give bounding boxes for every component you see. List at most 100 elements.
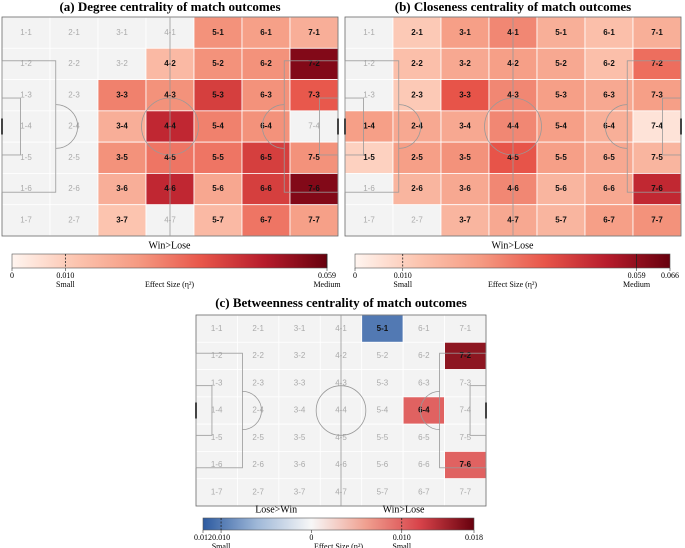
- cell-label: 2-2: [68, 59, 80, 68]
- cell: [49, 204, 99, 237]
- cell-label: 2-3: [68, 90, 80, 99]
- cell: [237, 396, 280, 425]
- cell: [392, 16, 442, 49]
- cell: [361, 341, 404, 370]
- cell-label: 6-2: [603, 59, 615, 68]
- effect-threshold-label: Small: [392, 542, 411, 548]
- cell: [584, 141, 634, 174]
- cell-label: 3-4: [459, 122, 471, 131]
- cell: [193, 79, 243, 112]
- cell-label: 2-7: [252, 487, 264, 496]
- cell: [1, 16, 51, 49]
- cell: [392, 79, 442, 112]
- cell: [440, 204, 490, 237]
- cell: [97, 110, 147, 143]
- cell-label: 1-5: [363, 153, 375, 162]
- cell-label: 3-6: [294, 460, 306, 469]
- cell-label: 6-2: [418, 351, 430, 360]
- cell-label: 7-2: [308, 59, 320, 68]
- cell-label: 1-4: [20, 122, 32, 131]
- cell-label: 6-5: [418, 433, 430, 442]
- cell: [193, 173, 243, 206]
- cell-label: 6-4: [260, 122, 272, 131]
- cell-label: 7-1: [460, 324, 472, 333]
- cell-label: 2-1: [411, 28, 423, 37]
- cell: [344, 110, 394, 143]
- cell: [1, 47, 51, 80]
- cell-label: 2-5: [411, 153, 423, 162]
- cell-label: 7-5: [651, 153, 663, 162]
- penalty-arc: [55, 104, 79, 149]
- cell: [195, 423, 238, 452]
- cell: [361, 451, 404, 480]
- cell-label: 2-6: [252, 460, 264, 469]
- cell-label: 6-1: [603, 28, 615, 37]
- cell: [195, 314, 238, 343]
- cell: [444, 369, 487, 398]
- cell-label: 3-7: [459, 215, 471, 224]
- cell: [440, 16, 490, 49]
- cell-label: 7-7: [460, 487, 472, 496]
- cell: [632, 141, 682, 174]
- cell-label: 1-6: [20, 184, 32, 193]
- cell: [289, 110, 339, 143]
- cell-label: 2-5: [68, 153, 80, 162]
- cell: [193, 110, 243, 143]
- goal: [680, 118, 682, 135]
- cell-label: 2-5: [252, 433, 264, 442]
- cell-label: 3-3: [116, 90, 128, 99]
- cell-label: 2-1: [68, 28, 80, 37]
- cell-label: 5-7: [377, 487, 389, 496]
- cell: [97, 47, 147, 80]
- cell-label: 1-1: [363, 28, 375, 37]
- colorbar-tick-label: 0.010: [212, 533, 230, 542]
- goal: [344, 118, 346, 135]
- cell: [361, 396, 404, 425]
- cell: [402, 369, 445, 398]
- cell: [344, 16, 394, 49]
- cell-label: 6-5: [260, 153, 272, 162]
- cell-label: 7-6: [308, 184, 320, 193]
- cell-label: 7-7: [308, 215, 320, 224]
- goal: [337, 118, 339, 135]
- cell: [344, 204, 394, 237]
- cell-label: 7-6: [651, 184, 663, 193]
- effect-threshold-label: Small: [212, 542, 231, 548]
- cell-label: 7-3: [460, 378, 472, 387]
- cell-label: 1-2: [363, 59, 375, 68]
- cell: [632, 16, 682, 49]
- cell: [237, 341, 280, 370]
- cell-label: 5-6: [555, 184, 567, 193]
- cell-label: 7-4: [308, 122, 320, 131]
- cell-label: 3-1: [294, 324, 306, 333]
- colorbar-tick-label: 0.059: [318, 271, 336, 280]
- colorbar: [354, 253, 671, 269]
- cell-label: 7-7: [651, 215, 663, 224]
- cell-label: 2-4: [68, 122, 80, 131]
- colorbar-tick-label: 0.018: [465, 533, 483, 542]
- cell: [195, 478, 238, 507]
- cell-label: 5-7: [555, 215, 567, 224]
- cell-label: 1-5: [211, 433, 223, 442]
- cell-label: 1-7: [211, 487, 223, 496]
- center-circle: [315, 385, 367, 436]
- penalty-arc: [398, 104, 422, 149]
- cell-label: 5-3: [377, 378, 389, 387]
- cell: [440, 141, 490, 174]
- cell: [241, 204, 291, 237]
- cell-label: 5-5: [377, 433, 389, 442]
- cell: [536, 141, 586, 174]
- cell-label: 3-5: [294, 433, 306, 442]
- cell: [278, 314, 321, 343]
- cell-label: 2-7: [411, 215, 423, 224]
- colorbar-tick-label: 0.059: [628, 271, 646, 280]
- colorbar-tick-label: 0: [309, 533, 313, 542]
- cell-label: 3-3: [459, 90, 471, 99]
- cell: [193, 141, 243, 174]
- cell: [237, 451, 280, 480]
- cell-label: 7-6: [460, 460, 472, 469]
- cell-label: 6-6: [603, 184, 615, 193]
- cell-label: 7-1: [651, 28, 663, 37]
- cell: [536, 47, 586, 80]
- cell: [97, 79, 147, 112]
